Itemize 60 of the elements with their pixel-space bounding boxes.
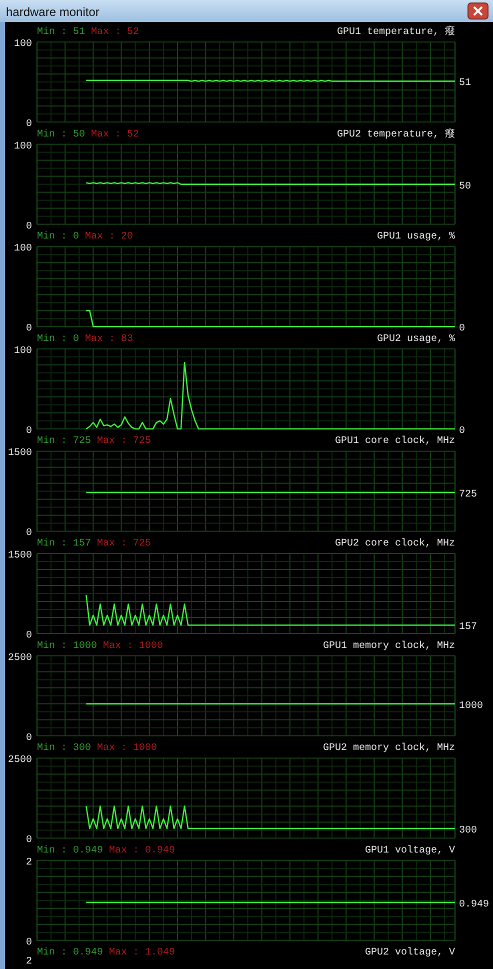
text: Max : 0.949 [109,845,176,856]
chart-title: GPU1 core clock, MHz [334,435,455,448]
chart-title: GPU1 voltage, V [364,844,455,856]
y-tick-label: 100 [14,141,32,152]
chart-title: GPU1 memory clock, MHz [322,640,455,652]
y-tick-label: 0 [26,119,32,130]
text: Min : 157 [37,538,92,550]
y-tick-label: 0 [26,835,32,846]
text: Min : 725 [37,435,92,448]
y-tick-label: 2500 [8,755,32,766]
y-tick-label: 0 [26,937,32,948]
y-tick-label: 100 [14,244,32,255]
text: Max : 83 [85,334,134,345]
y-tick-label: 0 [26,528,32,540]
line-series [86,594,456,626]
text: Min : 0 [37,332,80,345]
y-tick-label: 1500 [8,550,32,562]
text: Min : 50 [37,128,86,140]
text: Max : 1000 [103,640,164,652]
text: Min : 0.949 [37,844,104,856]
text: Min : 0 [37,230,80,243]
text: 157 [459,622,478,634]
text: 51 [459,78,472,90]
text: Max : 725 [97,436,152,448]
y-tick-label: 0 [26,426,32,437]
y-tick-label: 0 [26,221,32,232]
text: Max : 52 [91,27,140,38]
text: Max : 1.049 [109,948,176,959]
text: Min : 300 [37,742,92,754]
text: 50 [459,181,472,192]
text: Max : 52 [91,129,140,140]
y-tick-label: 0 [26,630,32,642]
chart-title: GPU1 usage, % [376,232,455,243]
text: 300 [459,826,478,836]
text: 0 [459,426,466,437]
text: Min : 51 [37,26,86,38]
text: Max : 20 [85,232,134,243]
chart-title: GPU2 temperature, 癈 [336,127,455,140]
y-tick-label: 1500 [8,448,32,460]
text: 0 [459,324,466,335]
text: 0.949 [459,899,490,910]
text: 725 [459,490,478,501]
chart-title: GPU1 temperature, 癈 [336,25,455,38]
text: GPU2 voltage, V [364,946,455,959]
line-series [86,362,456,430]
y-tick-label: 100 [14,346,32,357]
text: 1000 [459,700,484,712]
chart-title: GPU2 memory clock, MHz [322,742,455,754]
y-tick-label: 0 [26,732,32,744]
y-tick-label: 2 [26,857,32,868]
text: Max : 1000 [97,743,158,754]
chart-title: GPU2 core clock, MHz [334,538,455,550]
chart-title: GPU2 usage, % [376,334,455,345]
y-tick-label: 2500 [8,652,32,664]
y-tick-label: 0 [26,324,32,335]
text: Max : 725 [97,538,152,550]
chart-subtitle: hardware monitor [6,5,100,19]
y-tick-label: 100 [14,39,32,50]
text: Min : 0.949 [37,946,104,959]
text: Min : 1000 [37,640,98,652]
